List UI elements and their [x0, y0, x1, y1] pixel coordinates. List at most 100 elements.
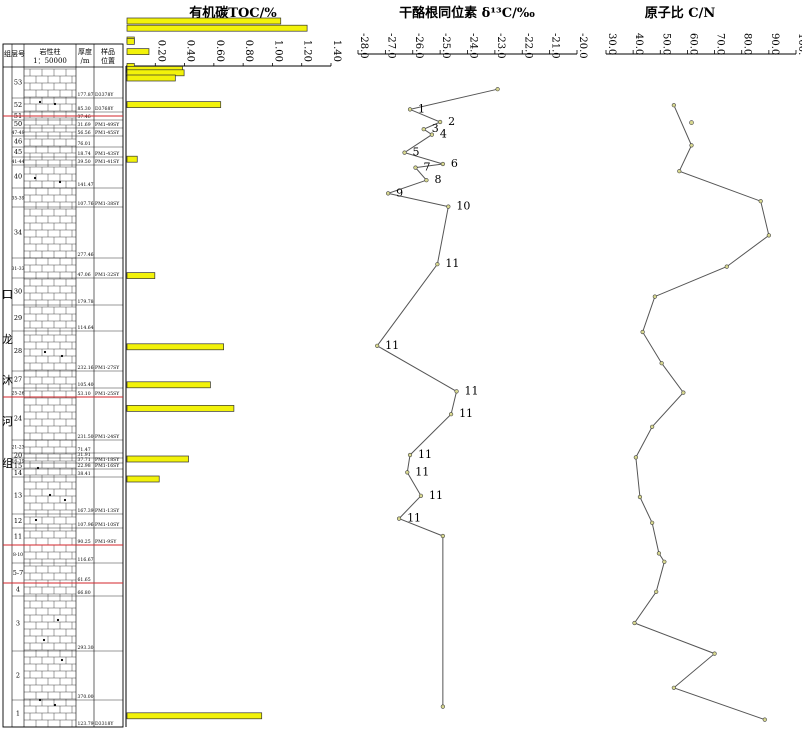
d13c-sample-label: 11	[418, 448, 432, 461]
cn-point	[656, 551, 662, 556]
d13c-point	[375, 343, 380, 348]
cn-chart-title: 原子比 C/N	[645, 5, 716, 21]
layer-thickness: 61.65	[78, 577, 91, 583]
lithology-grain	[48, 493, 52, 497]
d13c-sample-label: 1	[418, 102, 425, 115]
d13c-point	[429, 132, 435, 137]
lithology-grain	[60, 658, 64, 662]
sample-label: PM1-18SY	[95, 457, 120, 463]
layer-number: 29	[14, 314, 22, 322]
layer-number: 53	[14, 79, 22, 87]
formation-char: 组	[2, 456, 13, 470]
cn-tick-label: 40.0	[633, 33, 644, 55]
d13c-sample-label: 5	[413, 146, 420, 159]
sample-label: PM1-41SY	[95, 159, 120, 165]
sample-label: PM1-16SY	[95, 463, 120, 469]
layer-thickness: 105.40	[78, 382, 94, 388]
layer-thickness: 107.76	[78, 201, 94, 207]
sample-label: PM1-38SY	[95, 201, 120, 207]
formation-char: 龙	[2, 333, 13, 346]
toc-bar	[126, 343, 224, 351]
d13c-point	[405, 470, 410, 475]
lithology-grain	[53, 703, 57, 707]
d13c-point	[418, 493, 424, 498]
layer-thickness: 232.16	[78, 365, 94, 371]
cn-point	[650, 520, 655, 525]
header-sample: 样品	[101, 47, 115, 56]
d13c-axis-ticks: -28.0 -27.0 -26.0 -25.0 -24.0 -23.0 -22.0 -21.0…	[357, 33, 588, 59]
d13c-tick-label: -27.0	[385, 33, 396, 59]
sample-label: PM1-13SY	[95, 508, 120, 514]
header-layer: 层号	[11, 50, 25, 58]
layer-thickness: 114.64	[78, 325, 94, 331]
layer-number: 40	[14, 173, 22, 181]
layer-thickness: 37.46	[78, 114, 91, 120]
lithology-grain	[43, 350, 47, 354]
stratigraphic-column: 组 层号 岩性柱 1：50000 厚度 /m 样品 位置 口 龙 沐 河 组 5…	[2, 43, 124, 728]
lithology-grain	[42, 638, 46, 642]
layer-number: 25-26	[12, 391, 25, 397]
toc-chart-title: 有机碳TOC/%	[189, 5, 277, 21]
toc-tick-label: 0.60	[214, 40, 225, 62]
d13c-sample-label: 9	[396, 186, 403, 199]
d13c-point	[440, 533, 445, 539]
d13c-sample-label: 11	[385, 339, 399, 352]
cn-tick-label: 70.0	[715, 33, 726, 55]
layer-number: 13	[14, 492, 22, 500]
cn-tick-label: 80.0	[742, 33, 753, 55]
layer-thickness: 177.87	[78, 92, 94, 98]
header-thickness: 厚度	[78, 47, 92, 56]
d13c-point	[396, 516, 402, 521]
layer-thickness: 116.67	[78, 557, 94, 563]
lithology-grain	[53, 102, 57, 106]
sample-label: PM1-49SY	[95, 122, 120, 128]
layer-thickness: 141.47	[78, 182, 94, 188]
lithology-grain	[36, 466, 40, 470]
cn-point	[640, 329, 645, 335]
sample-label: PM1-27SY	[95, 365, 120, 371]
layer-number: 24	[14, 415, 22, 423]
cn-tick-label: 50.0	[660, 33, 671, 55]
d13c-point	[440, 704, 445, 709]
layer-thickness: 231.50	[78, 434, 94, 440]
toc-bar	[126, 17, 282, 25]
cn-panel: 原子比 C/N 30.0 40.0 50.0 60.0 70.0 80.0 90.0 100.	[605, 5, 802, 722]
toc-bars	[126, 17, 308, 720]
layer-number: 46	[14, 138, 22, 146]
layer-thickness: 31.91	[78, 452, 91, 458]
d13c-sample-label: 7	[423, 161, 430, 174]
d13c-chart-title: 干酪根同位素 δ¹³C/‰	[399, 5, 535, 21]
layer-number: 47-49	[12, 130, 25, 136]
header-lithology-scale: 1：50000	[33, 57, 67, 65]
sample-label: PM1-24SY	[95, 434, 120, 440]
d13c-sample-label: 8	[434, 173, 441, 186]
d13c-sample-label: 11	[445, 257, 459, 270]
d13c-sample-label: 3	[432, 122, 439, 135]
layer-thickness: 53.10	[78, 391, 91, 397]
toc-tick-label: 0.20	[155, 40, 166, 62]
toc-bar	[126, 38, 135, 45]
layer-number: 41-44	[12, 159, 25, 165]
header-formation: 组	[4, 49, 11, 58]
lithology-grain	[34, 518, 38, 522]
d13c-panel: 干酪根同位素 δ¹³C/‰ -28.0 -27.0 -26.0 -25.0 -24.0-…	[357, 5, 588, 709]
lithology-grain	[56, 618, 60, 622]
toc-tick-label: 0.40	[185, 40, 196, 62]
sample-label: PM1-45SY	[95, 130, 120, 136]
layer-number: 16-19	[12, 459, 25, 465]
cn-point	[659, 361, 664, 366]
toc-bar	[126, 475, 160, 483]
cn-point	[632, 620, 637, 626]
cn-point	[652, 294, 657, 299]
toc-bar	[126, 455, 189, 463]
cn-point	[766, 233, 771, 238]
cn-point	[662, 559, 667, 564]
d13c-sample-label: 11	[459, 407, 473, 420]
d13c-tick-label: -23.0	[495, 33, 506, 59]
d13c-sample-label: 6	[451, 157, 458, 170]
toc-bar	[126, 272, 156, 279]
toc-bar	[126, 24, 308, 32]
cn-line	[633, 104, 770, 721]
toc-bar	[126, 155, 138, 163]
toc-bar	[126, 74, 176, 82]
